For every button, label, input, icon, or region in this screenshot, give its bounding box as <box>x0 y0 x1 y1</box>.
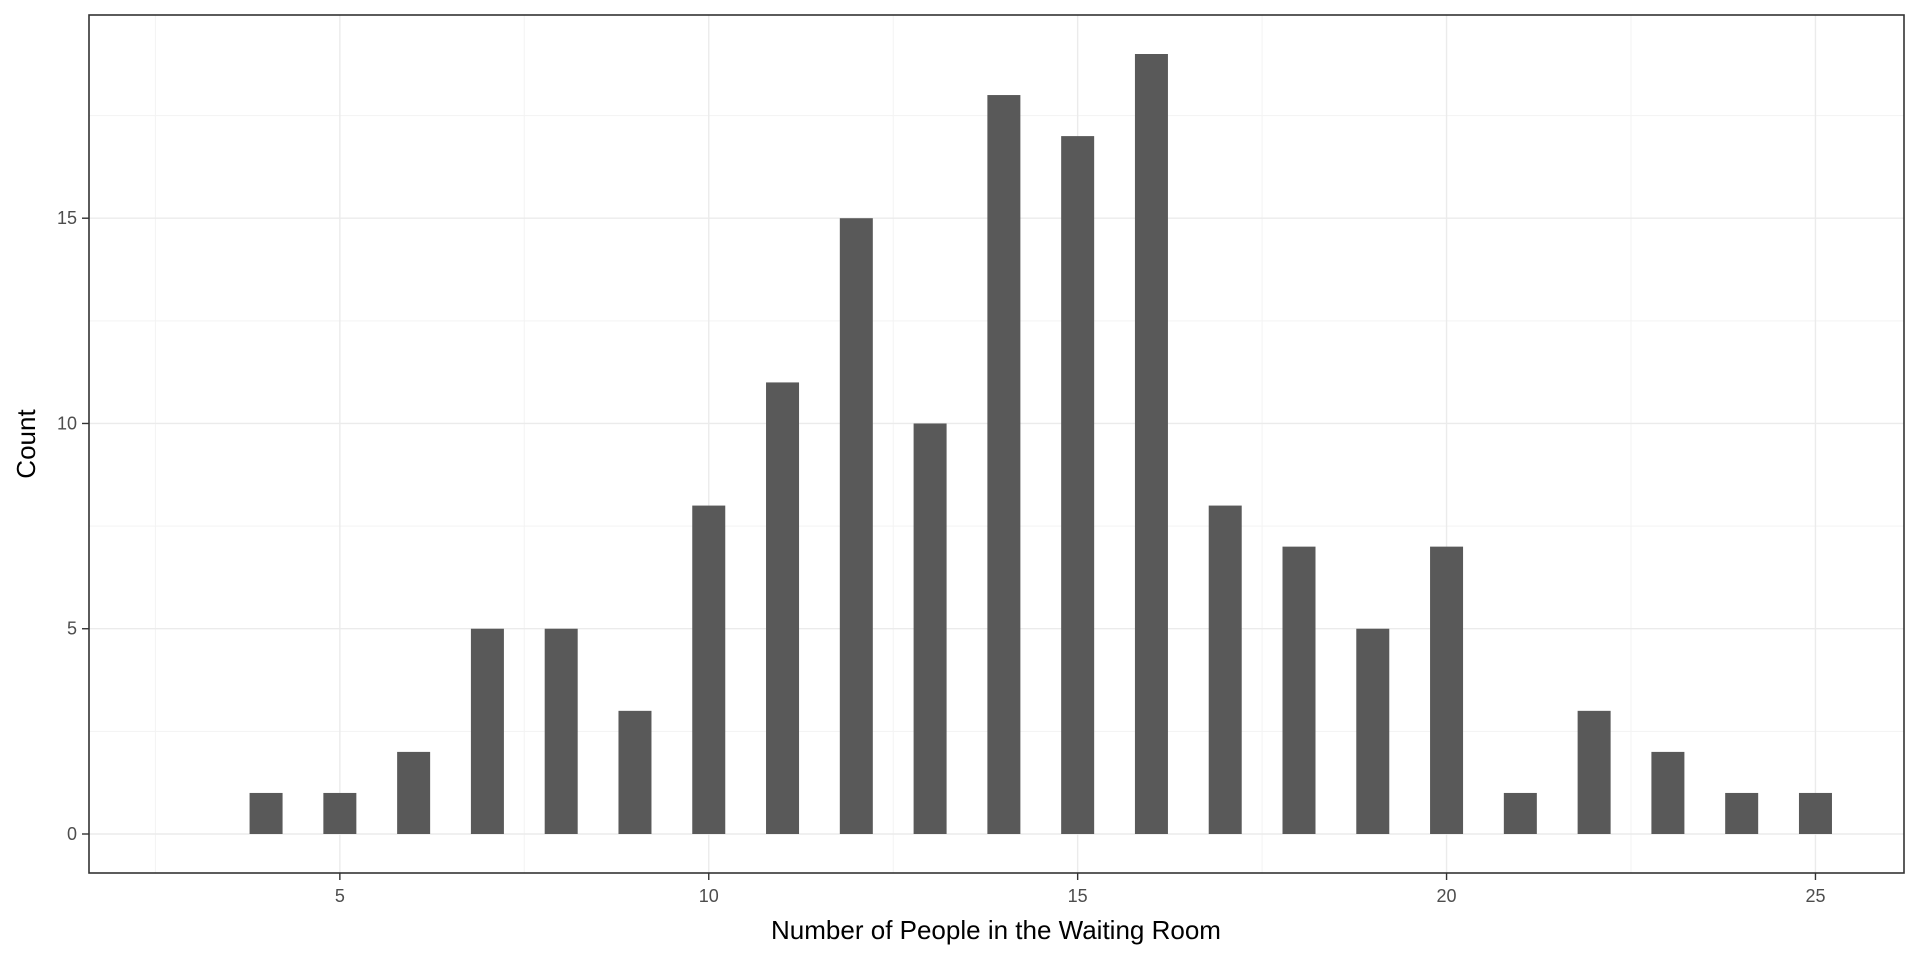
x-tick-label: 15 <box>1068 886 1088 906</box>
bars <box>249 54 1832 835</box>
bar-21 <box>1503 792 1537 834</box>
bar-9 <box>618 710 652 834</box>
axes: 5 10 15 20 25 0 5 10 15 <box>57 208 1826 906</box>
y-tick-label: 15 <box>57 208 77 228</box>
bar-18 <box>1282 546 1316 834</box>
bar-17 <box>1208 505 1242 834</box>
x-tick-label: 5 <box>335 886 345 906</box>
x-tick-label: 25 <box>1805 886 1825 906</box>
y-axis-title: Count <box>11 409 41 479</box>
bar-14 <box>987 95 1021 835</box>
bar-24 <box>1725 792 1759 834</box>
bar-22 <box>1577 710 1611 834</box>
bar-15 <box>1061 136 1095 834</box>
bar-20 <box>1430 546 1464 834</box>
bar-7 <box>470 628 504 834</box>
panel-border <box>88 14 1905 874</box>
y-tick-label: 0 <box>67 824 77 844</box>
bar-12 <box>839 218 873 835</box>
bar-6 <box>397 751 431 834</box>
x-axis-title: Number of People in the Waiting Room <box>771 915 1221 945</box>
bar-23 <box>1651 751 1685 834</box>
x-tick-label: 10 <box>699 886 719 906</box>
bar-4 <box>249 792 283 834</box>
y-tick-label: 5 <box>67 619 77 639</box>
bar-11 <box>766 382 800 834</box>
x-tick-label: 20 <box>1437 886 1457 906</box>
bar-13 <box>913 423 947 834</box>
bar-5 <box>323 792 357 834</box>
bar-25 <box>1798 792 1832 834</box>
bar-10 <box>692 505 726 834</box>
bar-19 <box>1356 628 1390 834</box>
bar-16 <box>1134 54 1168 834</box>
y-tick-label: 10 <box>57 413 77 433</box>
bar-8 <box>544 628 578 834</box>
